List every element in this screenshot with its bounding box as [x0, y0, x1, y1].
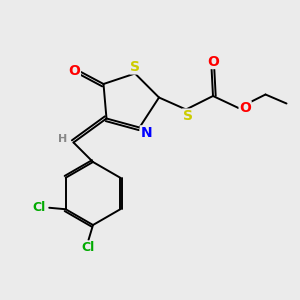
Text: N: N: [140, 126, 152, 140]
Text: S: S: [130, 60, 140, 74]
Text: O: O: [68, 64, 80, 77]
Text: S: S: [182, 109, 193, 123]
Text: O: O: [239, 101, 251, 115]
Text: O: O: [207, 55, 219, 68]
Text: Cl: Cl: [82, 241, 95, 254]
Text: Cl: Cl: [32, 201, 45, 214]
Text: H: H: [58, 134, 68, 145]
